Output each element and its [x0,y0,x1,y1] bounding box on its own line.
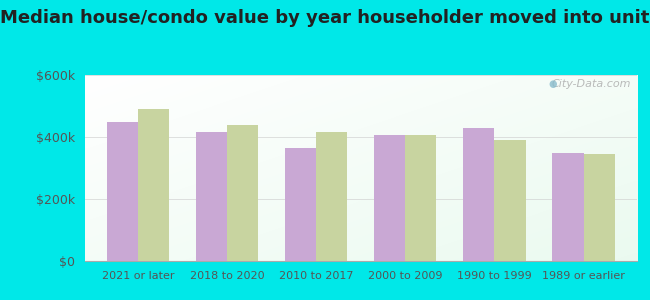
Bar [316,132,347,261]
Bar [463,128,495,261]
Text: Median house/condo value by year householder moved into unit: Median house/condo value by year househo… [0,9,650,27]
Bar [406,135,437,261]
Bar [196,132,227,261]
Bar [107,122,138,261]
Text: City-Data.com: City-Data.com [552,79,632,89]
Bar [552,152,584,261]
Bar [285,148,316,261]
Bar [138,109,169,261]
Text: ●: ● [549,79,557,89]
Bar [584,154,615,261]
Bar [374,135,406,261]
Bar [495,140,526,261]
Bar [227,124,258,261]
